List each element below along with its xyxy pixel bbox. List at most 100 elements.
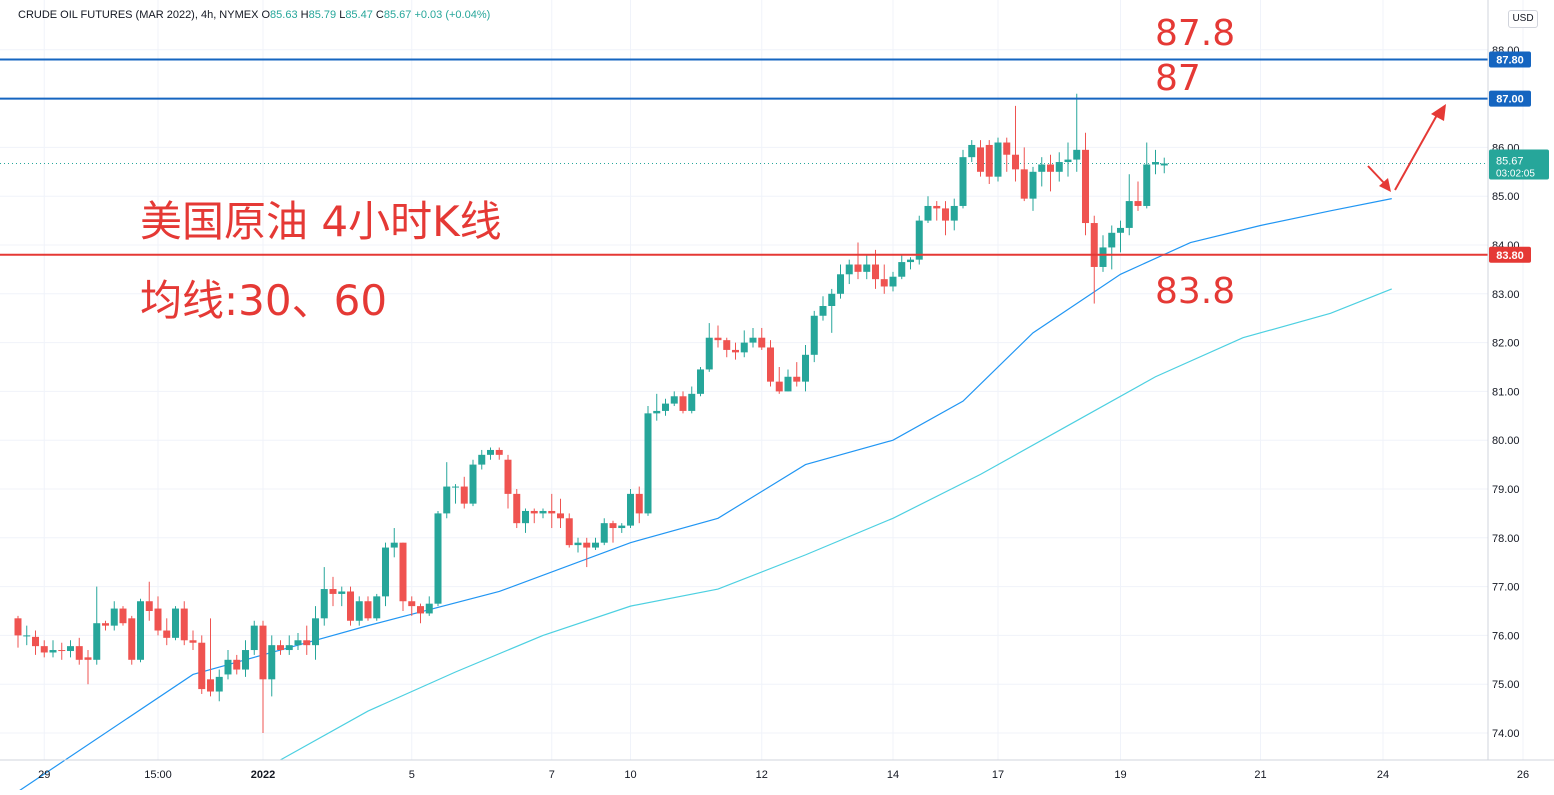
last-price-text: 85.67	[1496, 156, 1524, 168]
candle-body	[452, 486, 459, 488]
candle-body	[662, 403, 669, 411]
candle-body	[1055, 162, 1063, 172]
candle-body	[268, 645, 276, 680]
candle-body	[933, 205, 941, 209]
candle-body	[950, 205, 958, 221]
y-tick-label: 76.00	[1492, 630, 1520, 642]
candle-body	[277, 645, 284, 651]
y-tick-label: 83.00	[1492, 289, 1520, 301]
candle-body	[137, 601, 144, 660]
candle-body	[557, 513, 564, 519]
candle-body	[565, 518, 573, 546]
y-tick-label: 75.00	[1492, 679, 1520, 691]
y-tick-label: 78.00	[1492, 533, 1520, 545]
candle-body	[749, 337, 757, 343]
candle-body	[382, 547, 389, 597]
candle-body	[347, 591, 354, 621]
candle-body	[434, 513, 442, 604]
candle-body	[977, 147, 984, 172]
candle-body	[994, 142, 1002, 177]
candle-body	[198, 642, 206, 690]
annotation-level-87-8: 87.8	[1155, 13, 1236, 54]
annotation-ma: 均线:30、60	[140, 276, 388, 325]
candle-body	[889, 276, 897, 287]
candle-body	[250, 625, 258, 651]
candle-body	[207, 679, 214, 692]
candle-body	[530, 510, 538, 514]
x-tick-label: 17	[992, 769, 1004, 781]
candle-body	[399, 542, 407, 602]
close-value: 85.67	[383, 9, 412, 21]
last-price-tag	[1489, 149, 1549, 180]
candle-body	[627, 493, 634, 526]
arrow-down-shaft	[1367, 165, 1386, 185]
candle-body	[688, 393, 696, 411]
candle-body	[863, 264, 871, 272]
candle-body	[32, 636, 39, 647]
candle-body	[84, 657, 92, 660]
candle-body	[845, 264, 853, 275]
candle-body	[93, 623, 101, 660]
candle-body	[1125, 201, 1133, 228]
level-tag-text: 83.80	[1496, 250, 1524, 262]
candle-body	[1047, 164, 1054, 172]
candle-body	[1020, 169, 1028, 199]
candle-body	[49, 650, 57, 653]
candle-body	[14, 618, 22, 636]
candle-body	[154, 608, 162, 631]
candle-body	[775, 381, 783, 392]
currency-button[interactable]: USD	[1508, 10, 1538, 28]
candle-body	[285, 645, 293, 651]
candle-body	[110, 608, 118, 626]
candle-body	[1134, 201, 1142, 206]
candle-body	[1038, 164, 1046, 172]
candle-body	[959, 157, 967, 206]
candle-body	[644, 413, 652, 514]
candle-body	[1108, 232, 1116, 248]
candle-body	[1117, 227, 1124, 233]
x-tick-label: 15:00	[144, 769, 172, 781]
candle-body	[740, 342, 748, 353]
y-tick-label: 81.00	[1492, 386, 1520, 398]
candle-body	[793, 376, 801, 382]
candle-body	[697, 369, 704, 394]
candle-body	[915, 220, 923, 260]
candle-body	[679, 396, 687, 411]
candle-body	[163, 630, 171, 638]
arrow-down-head	[1379, 178, 1391, 192]
candle-body	[1099, 247, 1107, 267]
candle-body	[180, 608, 188, 641]
candle-body	[58, 650, 66, 652]
candle-body	[522, 510, 529, 524]
candle-body	[1012, 154, 1019, 170]
candle-body	[1160, 163, 1168, 166]
candle-body	[548, 510, 556, 514]
high-value: 85.79	[308, 9, 337, 21]
candle-body	[1143, 164, 1151, 206]
chart-legend: CRUDE OIL FUTURES (MAR 2022), 4h, NYMEX …	[18, 9, 490, 21]
candle-body	[810, 315, 818, 355]
candle-body	[487, 449, 494, 455]
candle-body	[417, 606, 424, 614]
candle-body	[767, 347, 774, 382]
candle-body	[259, 625, 267, 680]
candle-body	[837, 274, 844, 294]
level-tag-83-80	[1489, 246, 1531, 263]
y-tick-label: 82.00	[1492, 338, 1520, 350]
candle-body	[338, 591, 346, 594]
candle-body	[1090, 223, 1098, 267]
candle-body	[802, 354, 809, 382]
symbol-title: CRUDE OIL FUTURES (MAR 2022), 4h, NYMEX	[18, 9, 259, 21]
candle-body	[364, 601, 372, 619]
candle-body	[355, 601, 363, 621]
candle-body	[40, 646, 48, 653]
candle-body	[618, 525, 626, 529]
arrow-up-shaft	[1394, 114, 1438, 191]
candle-body	[215, 676, 223, 692]
candle-body	[102, 623, 109, 626]
candle-body	[924, 205, 932, 221]
candle-body	[1064, 159, 1072, 163]
ma60-line	[280, 288, 1392, 761]
y-tick-label: 85.00	[1492, 191, 1520, 203]
